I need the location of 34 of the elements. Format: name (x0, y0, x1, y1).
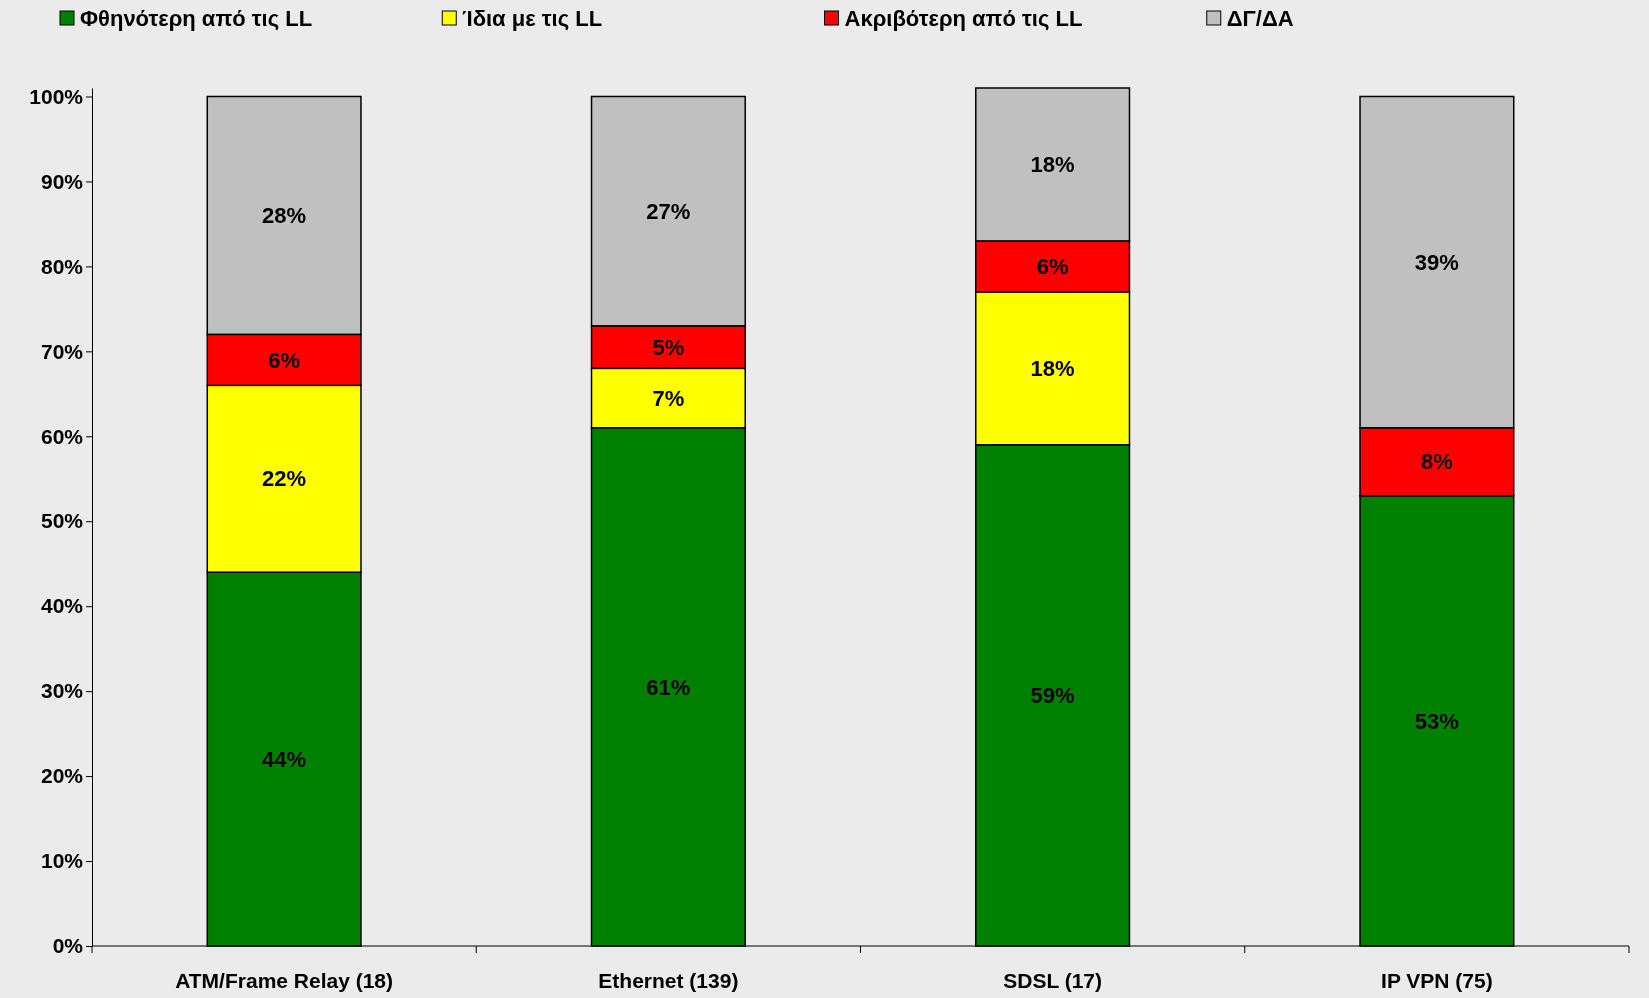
legend-label: ΔΓ/ΔΑ (1226, 5, 1294, 31)
data-label: 6% (268, 347, 301, 373)
y-tick-label: 80% (40, 254, 84, 278)
data-label: 18% (1030, 356, 1075, 382)
data-label: 59% (1030, 683, 1075, 709)
data-label: 22% (262, 466, 307, 492)
y-tick-label: 50% (40, 509, 84, 533)
data-label: 28% (262, 203, 307, 229)
y-tick-label: 30% (40, 679, 84, 703)
data-label: 7% (652, 385, 685, 411)
x-tick-label: IP VPN (75) (1381, 969, 1493, 992)
data-label: 6% (1036, 254, 1069, 280)
data-label: 44% (262, 746, 307, 772)
data-label: 53% (1414, 708, 1459, 734)
y-tick-label: 20% (40, 764, 84, 788)
data-label: 27% (646, 198, 691, 224)
x-tick-label: Ethernet (139) (598, 969, 739, 992)
y-tick-label: 70% (40, 339, 84, 363)
y-tick-label: 60% (40, 424, 84, 448)
data-label: 18% (1030, 152, 1075, 178)
y-tick-label: 0% (52, 934, 84, 958)
y-tick-label: 10% (40, 849, 84, 873)
y-tick-label: 100% (29, 84, 84, 108)
y-tick-label: 90% (40, 169, 84, 193)
legend-label: Φθηνότερη από τις LL (80, 5, 313, 31)
data-label: 8% (1420, 449, 1453, 475)
x-tick-label: ATM/Frame Relay (18) (175, 969, 394, 992)
y-tick-label: 40% (40, 594, 84, 618)
legend-label: Ίδια με τις LL (462, 5, 603, 31)
data-label: 39% (1414, 249, 1459, 275)
legend-label: Ακριβότερη από τις LL (844, 5, 1083, 31)
x-tick-label: SDSL (17) (1003, 969, 1103, 992)
data-label: 61% (646, 674, 691, 700)
data-label: 5% (652, 334, 685, 360)
